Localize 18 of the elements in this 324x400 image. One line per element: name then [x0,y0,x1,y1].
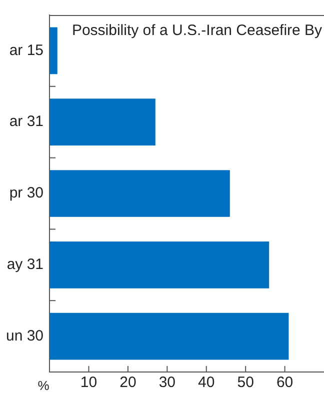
bar [50,241,270,288]
bar [50,312,289,360]
x-tick-label: 20 [120,374,136,392]
x-tick-label: 10 [80,374,98,392]
x-tick-label: 50 [237,374,254,392]
y-tick-label: ar 31 [9,113,44,130]
y-tick-label: ay 31 [6,256,44,274]
x-axis-title: % [38,378,50,394]
x-tick-label: 40 [198,374,215,392]
bar [50,98,156,146]
y-tick-label: ar 15 [9,42,44,59]
x-tick-label: 30 [158,374,176,392]
y-tick-label: un 30 [6,327,44,344]
bar [50,170,230,217]
bar [50,27,58,74]
text: Possibility of a U.S.-Iran Ceasefire By [72,22,323,40]
x-tick-label: 60 [276,374,294,392]
y-tick-label: pr 30 [9,184,44,202]
